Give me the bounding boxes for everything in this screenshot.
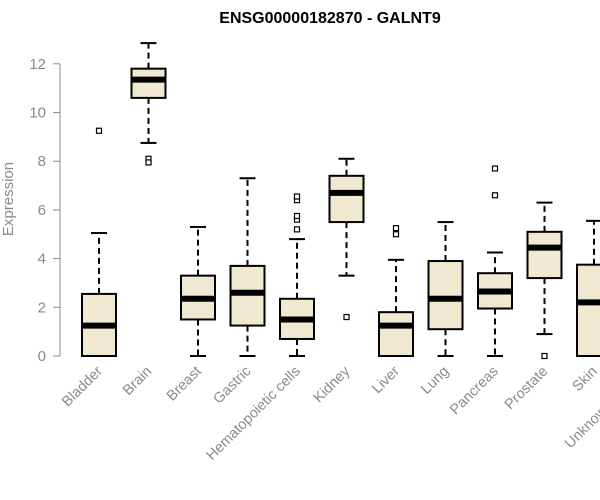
outlier-point: [145, 159, 152, 166]
outlier-point: [293, 226, 301, 233]
outlier-point: [392, 225, 400, 232]
box-iqr: [427, 260, 464, 331]
outlier-point: [392, 231, 400, 238]
x-tick-label: Kidney: [311, 363, 354, 406]
x-tick-label: Skin: [570, 364, 600, 395]
box-kidney: [328, 157, 365, 321]
box-hematopoietic-cells: [279, 193, 315, 357]
outlier-point: [541, 352, 548, 360]
box-iqr: [378, 311, 414, 358]
x-tick-label: Lung: [418, 364, 452, 398]
box-iqr: [526, 230, 563, 280]
box-breast: [180, 225, 216, 357]
y-tick-label: 4: [38, 251, 46, 268]
y-tick-label: 12: [29, 56, 46, 73]
box-pancreas: [477, 165, 513, 357]
x-tick-label: Hematopoietic cells: [204, 364, 304, 464]
x-tick-label: Bladder: [59, 363, 106, 410]
y-tick-label: 2: [38, 299, 46, 316]
box-gastric: [229, 177, 266, 357]
y-tick-label: 8: [38, 153, 46, 170]
box-iqr: [229, 264, 266, 327]
x-tick-label: Pancreas: [447, 364, 502, 419]
x-tick-label: Breast: [164, 364, 205, 405]
x-tick-label: Gastric: [211, 364, 255, 408]
outlier-point: [293, 212, 301, 220]
box-liver: [378, 225, 414, 358]
x-tick-label: Liver: [369, 363, 403, 397]
box-skin: [576, 219, 600, 357]
y-tick-label: 6: [38, 202, 46, 219]
outlier-point: [95, 127, 103, 134]
y-axis-label: Expression: [0, 162, 17, 236]
outlier-point: [491, 165, 499, 172]
box-prostate: [526, 201, 563, 360]
box-brain: [130, 42, 167, 166]
box-iqr: [328, 174, 365, 224]
y-tick-label: 0: [38, 348, 46, 365]
outlier-point: [343, 313, 350, 321]
y-axis: 0 2 4 6 8 10 12: [29, 56, 61, 365]
boxes-group: [81, 42, 600, 360]
box-iqr: [576, 263, 600, 357]
box-lung: [427, 221, 464, 357]
y-tick-label: 10: [29, 105, 46, 122]
outlier-point: [491, 192, 499, 199]
box-bladder: [81, 127, 117, 357]
box-iqr: [130, 67, 167, 99]
x-tick-label: Brain: [120, 364, 155, 399]
chart-title: ENSG00000182870 - GALNT9: [219, 10, 441, 27]
x-tick-label: Prostate: [502, 364, 551, 413]
outlier-point: [293, 193, 301, 200]
